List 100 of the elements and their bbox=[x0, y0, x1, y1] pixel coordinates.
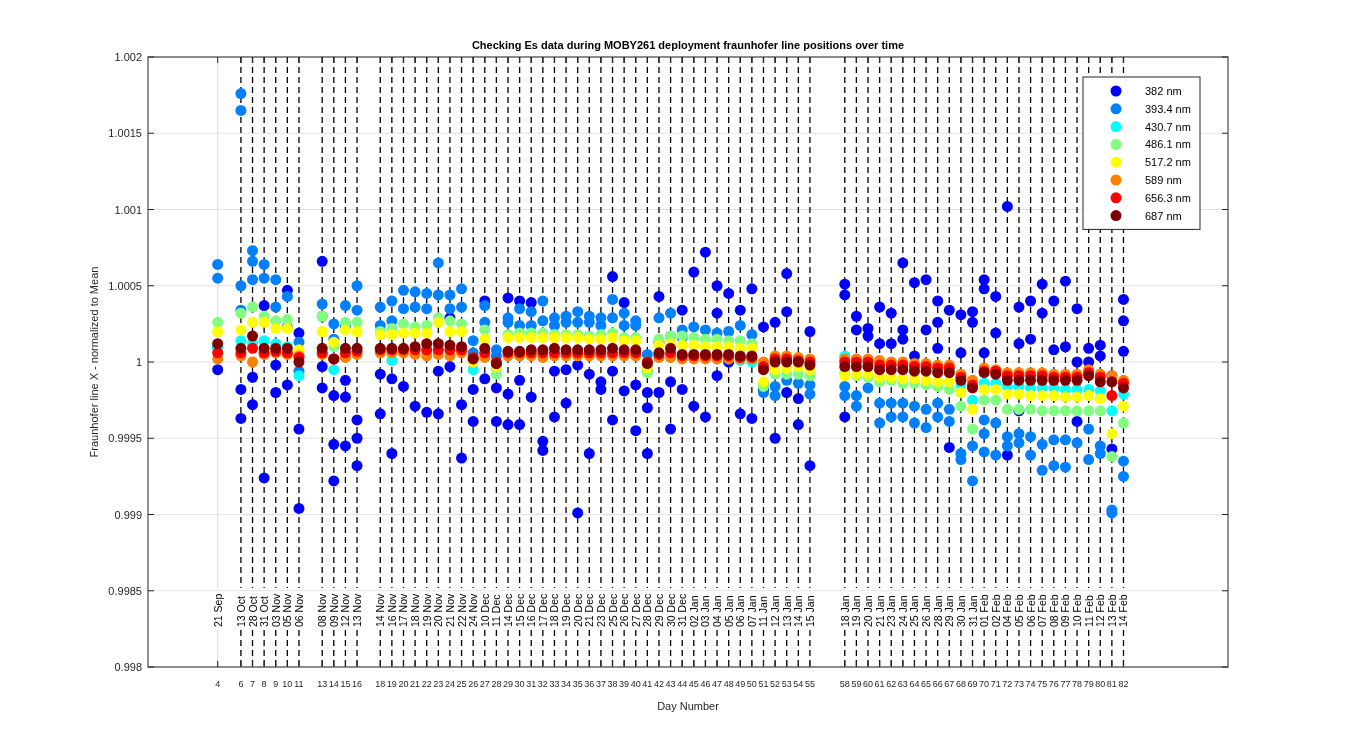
y-tick-label: 0.998 bbox=[114, 661, 142, 673]
y-tick-label: 1.002 bbox=[114, 51, 142, 63]
x-tick-label: 49 bbox=[735, 679, 746, 689]
x-tick-label: 9 bbox=[273, 679, 279, 689]
ref-line-label: 05 Nov bbox=[281, 592, 294, 627]
ref-line-label: 02 Jan bbox=[687, 595, 700, 627]
y-axis-title: Fraunhofer line X - normalized to Mean bbox=[88, 266, 100, 458]
ref-line-label: 10 Feb bbox=[1071, 594, 1084, 627]
ref-line-label: 14 Feb bbox=[1117, 594, 1130, 627]
ref-line-label: 23 Dec bbox=[594, 593, 607, 627]
ref-line-label: 23 Jan bbox=[885, 595, 898, 627]
x-tick-label: 81 bbox=[1106, 679, 1117, 689]
x-tick-label: 15 bbox=[340, 679, 351, 689]
legend-label: 486.1 nm bbox=[1145, 138, 1191, 151]
ref-line-label: 09 Feb bbox=[1059, 594, 1072, 627]
ref-line-label: 14 Jan bbox=[792, 595, 805, 627]
ref-line-label: 18 Dec bbox=[548, 593, 561, 627]
x-tick-label: 58 bbox=[839, 679, 850, 689]
x-tick-label: 43 bbox=[665, 679, 676, 689]
x-tick-label: 69 bbox=[967, 679, 978, 689]
ref-line-label: 22 Nov bbox=[455, 592, 468, 627]
ref-line-label: 13 Nov bbox=[351, 592, 364, 627]
ref-line-label: 28 Dec bbox=[641, 593, 654, 627]
y-tick-label: 1.0005 bbox=[108, 279, 142, 292]
x-tick-label: 50 bbox=[746, 679, 757, 689]
x-tick-label: 74 bbox=[1025, 679, 1036, 689]
x-tick-label: 78 bbox=[1072, 679, 1083, 689]
x-tick-label: 47 bbox=[712, 679, 723, 689]
ref-line-label: 20 Jan bbox=[862, 595, 874, 627]
x-tick-label: 4 bbox=[215, 679, 221, 689]
x-tick-label: 36 bbox=[584, 679, 595, 689]
x-tick-label: 45 bbox=[688, 679, 699, 689]
ref-line-label: 16 Dec bbox=[525, 593, 538, 627]
ref-line-label: 29 Jan bbox=[943, 595, 956, 627]
ref-line-label: 07 Jan bbox=[745, 595, 758, 627]
x-tick-label: 48 bbox=[723, 679, 734, 689]
ref-line-label: 08 Feb bbox=[1047, 594, 1060, 627]
legend-label: 687 nm bbox=[1145, 209, 1182, 222]
ref-line-label: 15 Dec bbox=[513, 593, 526, 627]
x-tick-label: 31 bbox=[526, 679, 537, 689]
ref-line-label: 20 Nov bbox=[432, 592, 445, 627]
ref-line-label: 21 Dec bbox=[583, 593, 596, 627]
x-tick-label: 53 bbox=[781, 679, 792, 689]
ref-line-label: 13 Feb bbox=[1105, 594, 1118, 627]
legend-label: 589 nm bbox=[1145, 174, 1182, 186]
x-tick-label: 42 bbox=[653, 679, 664, 689]
x-tick-label: 70 bbox=[979, 679, 990, 689]
ref-line-label: 14 Nov bbox=[374, 592, 387, 627]
ref-line-label: 06 Jan bbox=[734, 595, 747, 627]
x-tick-label: 41 bbox=[642, 679, 653, 689]
x-tick-label: 26 bbox=[468, 679, 479, 689]
x-tick-label: 82 bbox=[1118, 679, 1129, 689]
ref-line-label: 21 Nov bbox=[443, 592, 456, 627]
x-tick-label: 14 bbox=[328, 679, 339, 689]
ref-line-label: 11 Dec bbox=[490, 594, 503, 627]
legend-label: 393.4 nm bbox=[1145, 102, 1191, 115]
x-tick-label: 24 bbox=[444, 679, 455, 689]
x-tick-label: 25 bbox=[456, 679, 467, 689]
ref-line-label: 06 Feb bbox=[1024, 594, 1037, 627]
ref-line-label: 28 Oct bbox=[246, 595, 259, 627]
x-tick-label: 68 bbox=[955, 679, 966, 689]
ref-line-label: 27 Dec bbox=[629, 593, 642, 627]
x-tick-label: 79 bbox=[1083, 679, 1094, 689]
ref-line-label: 19 Dec bbox=[560, 593, 573, 627]
ref-line-label: 05 Feb bbox=[1012, 594, 1025, 627]
ref-line-label: 03 Jan bbox=[699, 595, 712, 627]
ref-line-label: 24 Jan bbox=[896, 595, 909, 627]
ref-line-label: 14 Dec bbox=[502, 593, 514, 627]
x-tick-label: 55 bbox=[804, 679, 815, 689]
x-tick-label: 63 bbox=[897, 679, 908, 689]
x-tick-label: 67 bbox=[944, 679, 955, 689]
ref-line-label: 18 Nov bbox=[409, 592, 422, 627]
legend-label: 656.3 nm bbox=[1145, 191, 1191, 204]
x-tick-label: 80 bbox=[1095, 679, 1106, 689]
x-tick-label: 62 bbox=[886, 679, 897, 689]
ref-line-label: 13 Jan bbox=[780, 595, 793, 627]
ref-line-label: 24 Nov bbox=[467, 592, 480, 627]
ref-line-label: 05 Jan bbox=[722, 595, 735, 627]
ref-line-label: 18 Jan bbox=[838, 595, 851, 627]
x-tick-label: 34 bbox=[561, 679, 572, 689]
x-tick-label: 30 bbox=[514, 679, 525, 689]
ref-line-label: 31 Jan bbox=[966, 595, 979, 627]
x-tick-label: 59 bbox=[851, 679, 862, 689]
y-tick-label: 1.0015 bbox=[108, 127, 142, 140]
x-tick-label: 21 bbox=[410, 679, 421, 689]
x-tick-label: 75 bbox=[1037, 679, 1048, 689]
x-tick-label: 8 bbox=[261, 679, 267, 689]
x-tick-label: 52 bbox=[770, 679, 781, 689]
x-tick-label: 33 bbox=[549, 679, 560, 689]
x-tick-label: 40 bbox=[630, 679, 641, 689]
x-tick-label: 72 bbox=[1002, 679, 1013, 689]
ref-line-label: 03 Nov bbox=[269, 592, 282, 627]
x-tick-label: 27 bbox=[479, 679, 490, 689]
ref-line-label: 19 Jan bbox=[850, 595, 863, 627]
ref-line-label: 02 Feb bbox=[989, 594, 1002, 627]
x-tick-label: 44 bbox=[677, 679, 688, 689]
ref-line-label: 10 Dec bbox=[478, 593, 491, 627]
x-tick-label: 54 bbox=[793, 679, 804, 689]
x-tick-label: 37 bbox=[595, 679, 606, 689]
ref-line-label: 08 Nov bbox=[316, 592, 329, 627]
